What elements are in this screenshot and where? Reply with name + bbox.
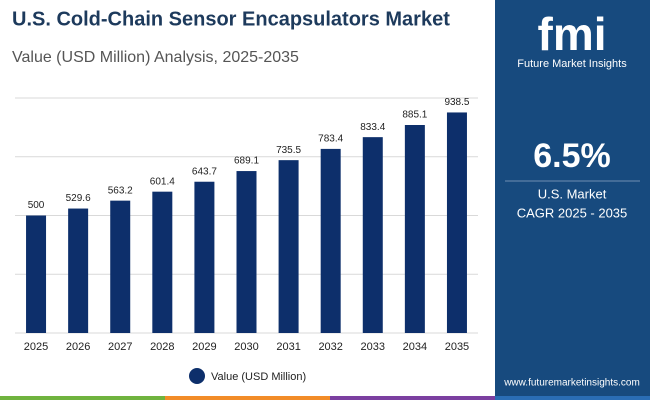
- period-label: CAGR 2025 - 2035: [517, 205, 628, 220]
- data-label: 563.2: [108, 185, 133, 196]
- url: www.futuremarketinsights.com: [503, 378, 640, 389]
- x-tick-label: 2029: [192, 341, 216, 353]
- data-label: 735.5: [276, 145, 301, 156]
- x-tick-label: 2035: [445, 341, 469, 353]
- legend-label: Value (USD Million): [211, 371, 306, 383]
- x-tick-label: 2033: [361, 341, 385, 353]
- x-tick-label: 2025: [24, 341, 48, 353]
- data-label: 689.1: [234, 156, 259, 167]
- strip: [165, 396, 330, 400]
- bar: [362, 137, 383, 333]
- data-label: 529.6: [66, 193, 91, 204]
- bar: [152, 191, 173, 333]
- brand: Future Market Insights: [517, 58, 627, 70]
- chart-subtitle: Value (USD Million) Analysis, 2025-2035: [12, 49, 299, 66]
- x-tick-label: 2030: [234, 341, 258, 353]
- sidebar: [495, 0, 650, 400]
- market-label: U.S. Market: [538, 186, 607, 201]
- x-tick-label: 2032: [318, 341, 342, 353]
- bar: [236, 171, 257, 333]
- logo: fmi: [538, 8, 607, 60]
- bar: [278, 160, 299, 333]
- data-label: 783.4: [318, 134, 343, 145]
- bar: [194, 181, 215, 333]
- data-label: 500: [28, 200, 45, 211]
- bar: [320, 148, 341, 333]
- strip: [495, 396, 650, 400]
- strip: [0, 396, 165, 400]
- chart-title: U.S. Cold-Chain Sensor Encapsulators Mar…: [12, 8, 450, 30]
- bar: [446, 112, 467, 333]
- data-label: 885.1: [402, 110, 427, 121]
- bar: [26, 215, 47, 333]
- x-tick-label: 2026: [66, 341, 90, 353]
- bar: [404, 125, 425, 334]
- x-tick-label: 2031: [276, 341, 300, 353]
- data-label: 643.7: [192, 166, 217, 177]
- legend-marker: [189, 368, 205, 384]
- x-tick-label: 2034: [403, 341, 427, 353]
- cagr-value: 6.5%: [533, 137, 611, 175]
- data-label: 601.4: [150, 176, 175, 187]
- bar: [110, 200, 131, 333]
- strip: [330, 396, 495, 400]
- bar: [68, 208, 89, 333]
- x-tick-label: 2028: [150, 341, 174, 353]
- x-tick-label: 2027: [108, 341, 132, 353]
- data-label: 938.5: [444, 97, 469, 108]
- data-label: 833.4: [360, 122, 385, 133]
